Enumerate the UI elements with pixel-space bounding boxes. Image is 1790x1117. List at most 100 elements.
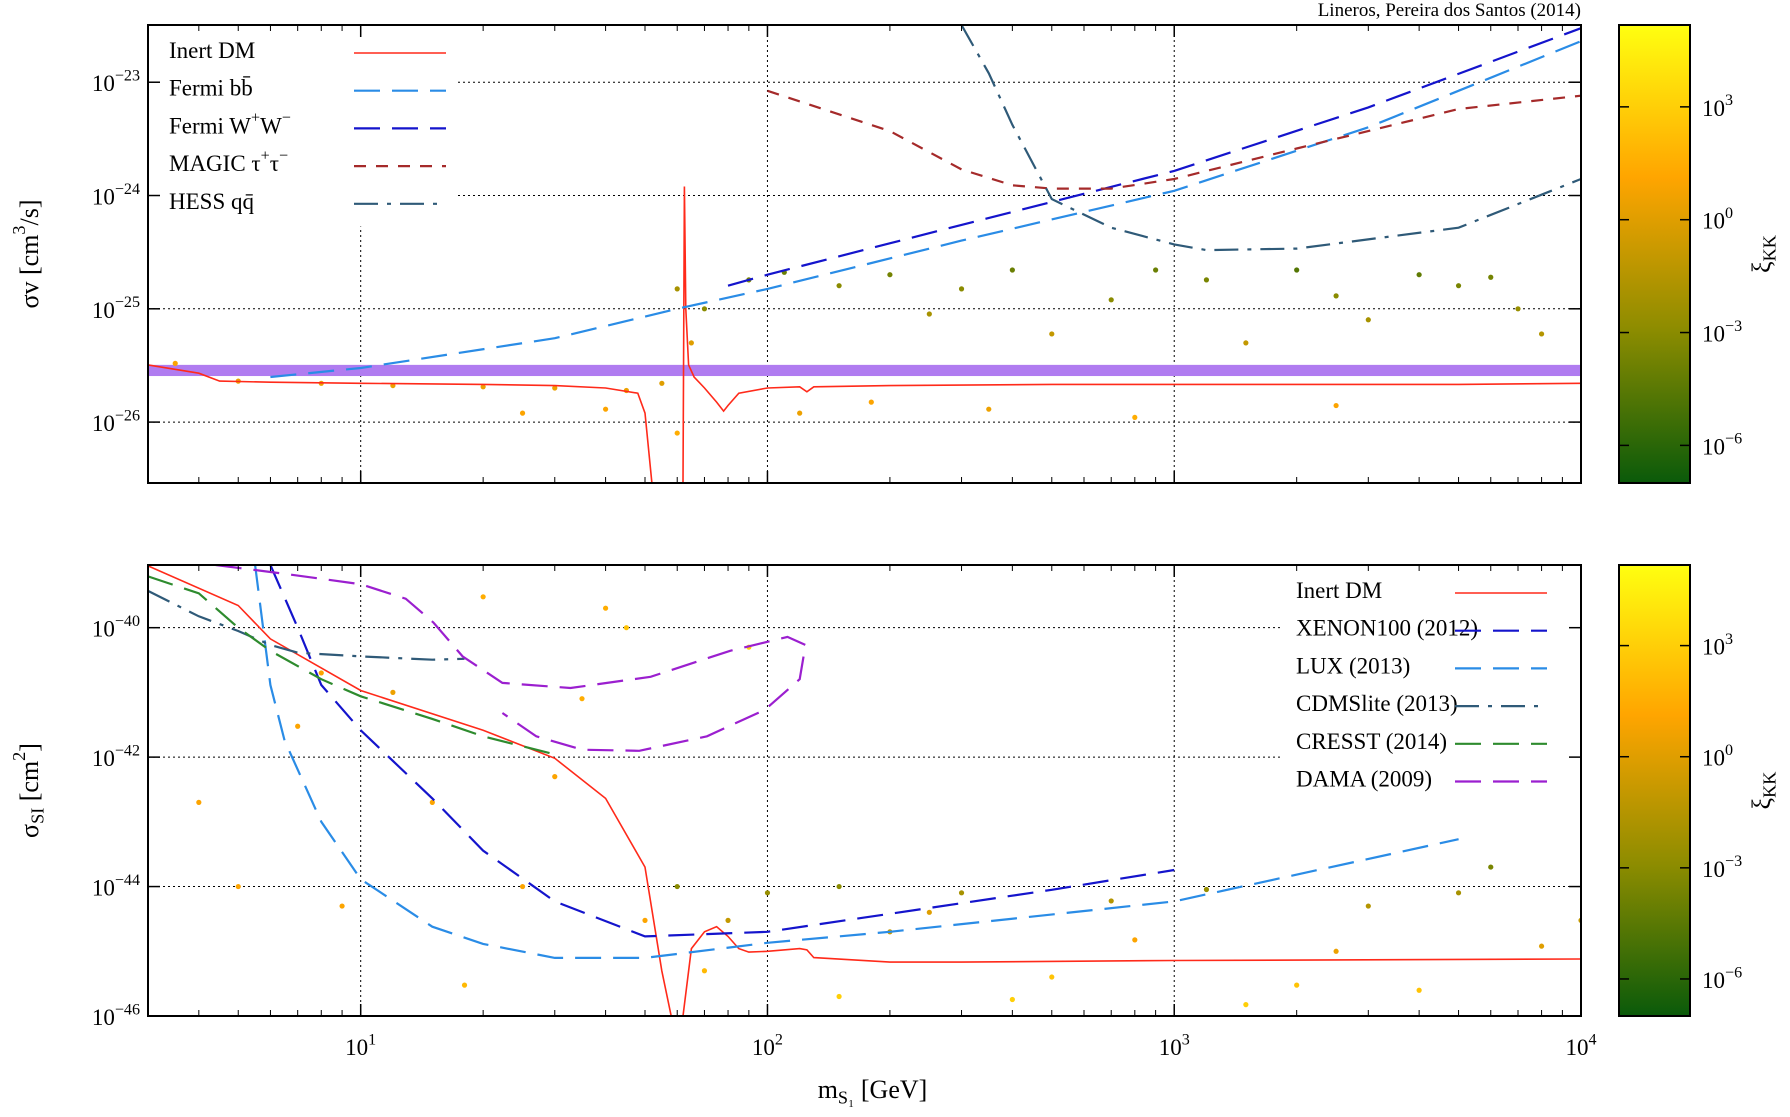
scatter-point <box>461 982 468 988</box>
scatter-point <box>1515 306 1521 312</box>
axes-frame <box>147 564 1582 1017</box>
scatter-point <box>579 696 585 702</box>
colorbar-tick-label: 10−3 <box>1702 853 1742 882</box>
scatter-point <box>958 890 965 896</box>
series-line <box>254 565 1459 959</box>
x-tick-label: 104 <box>1565 1031 1596 1060</box>
scatter-point <box>1294 982 1300 988</box>
scatter-point <box>659 380 665 386</box>
scatter-point <box>1488 864 1494 870</box>
series-line <box>148 565 1581 1016</box>
series-line <box>148 589 465 661</box>
relic-band <box>148 364 1581 377</box>
scatter-point <box>1132 937 1138 943</box>
scatter-point <box>674 286 680 292</box>
scatter-point <box>1009 267 1015 273</box>
scatter-point <box>339 903 345 909</box>
x-tick-label: 103 <box>1159 1031 1190 1060</box>
scatter-point <box>519 410 526 416</box>
scatter-point <box>1132 414 1138 421</box>
y-tick-label: 10−40 <box>92 613 140 642</box>
scatter-point <box>701 306 708 312</box>
scatter-point <box>1455 283 1462 289</box>
scatter-point <box>926 909 932 915</box>
colorbar-tick-label: 100 <box>1702 205 1733 234</box>
scatter-point <box>602 406 609 412</box>
y-tick-label: 10−25 <box>92 294 140 323</box>
legend-label: MAGIC τ+τ− <box>169 147 288 176</box>
scatter-point <box>1203 277 1210 283</box>
series-line <box>148 186 1581 483</box>
scatter-point <box>172 360 178 366</box>
scatter-point <box>1488 274 1494 280</box>
colorbar <box>1618 24 1691 484</box>
y-axis-label: σv [cm3/s] <box>9 199 44 308</box>
scatter-point <box>480 594 486 600</box>
scatter-point <box>836 283 842 289</box>
scatter-point <box>429 799 435 805</box>
y-tick-label: 10−26 <box>92 407 140 436</box>
scatter-point <box>519 883 526 890</box>
legend-box <box>149 26 457 227</box>
scatter-point <box>1365 903 1371 909</box>
scatter-point <box>196 799 202 805</box>
scatter-point <box>1538 943 1545 949</box>
scatter-point <box>725 917 731 924</box>
series-line <box>270 40 1581 379</box>
legend-label: XENON100 (2012) <box>1296 616 1478 641</box>
legend-label: Fermi W+W− <box>169 109 291 138</box>
annotation: Lineros, Pereira dos Santos (2014) <box>1318 0 1581 21</box>
scatter-point <box>1243 340 1249 346</box>
scatter-point <box>1538 331 1545 337</box>
scatter-point <box>1108 297 1114 303</box>
series-line <box>767 89 1581 190</box>
series-line <box>269 565 1175 938</box>
scatter-point <box>1455 890 1462 896</box>
scatter-point <box>235 883 241 890</box>
colorbar-label: ξKK <box>1747 235 1779 273</box>
colorbar-tick-label: 103 <box>1702 92 1733 121</box>
legend-label: Fermi bb̄ <box>169 76 253 101</box>
scatter-point <box>1108 898 1114 904</box>
colorbar-label: ξKK <box>1747 772 1779 810</box>
colorbar-tick-label: 10−6 <box>1702 964 1742 993</box>
scatter-point <box>836 883 842 890</box>
colorbar-tick-label: 10−6 <box>1702 430 1742 459</box>
scatter-point <box>1416 987 1422 993</box>
colorbar-tick-label: 103 <box>1702 631 1733 660</box>
scatter-point <box>552 385 558 391</box>
y-tick-label: 10−42 <box>92 742 140 771</box>
plot-area <box>148 565 1581 1016</box>
colorbar-tick-label: 100 <box>1702 742 1733 771</box>
scatter-point <box>1009 996 1015 1003</box>
series-line <box>960 25 1581 252</box>
series-line <box>215 565 807 752</box>
colorbar <box>1618 564 1691 1017</box>
x-axis-label: mS₁ [GeV] <box>818 1075 928 1107</box>
series-line <box>148 575 556 756</box>
legend-label: CRESST (2014) <box>1296 729 1447 754</box>
scatter-point <box>674 430 680 436</box>
x-tick-label: 101 <box>345 1031 376 1060</box>
legend-label: Inert DM <box>1296 578 1382 603</box>
scatter-point <box>1294 267 1300 273</box>
y-tick-label: 10−23 <box>92 67 140 96</box>
scatter-point <box>1333 948 1339 954</box>
scatter-point <box>958 286 965 292</box>
scatter-point <box>797 410 803 416</box>
y-tick-label: 10−46 <box>92 1001 140 1030</box>
colorbar-tick-label: 10−3 <box>1702 318 1742 347</box>
legend-label: CDMSlite (2013) <box>1296 691 1458 716</box>
scatter-point <box>986 406 992 412</box>
scatter-point <box>1365 317 1371 323</box>
scatter-point <box>552 774 558 780</box>
scatter-point <box>390 689 396 696</box>
scatter-point <box>1243 1002 1249 1008</box>
scatter-point <box>642 917 648 924</box>
scatter-point <box>623 625 629 631</box>
legend-label: LUX (2013) <box>1296 654 1410 679</box>
scatter-point <box>887 272 893 278</box>
y-tick-label: 10−44 <box>92 872 140 901</box>
